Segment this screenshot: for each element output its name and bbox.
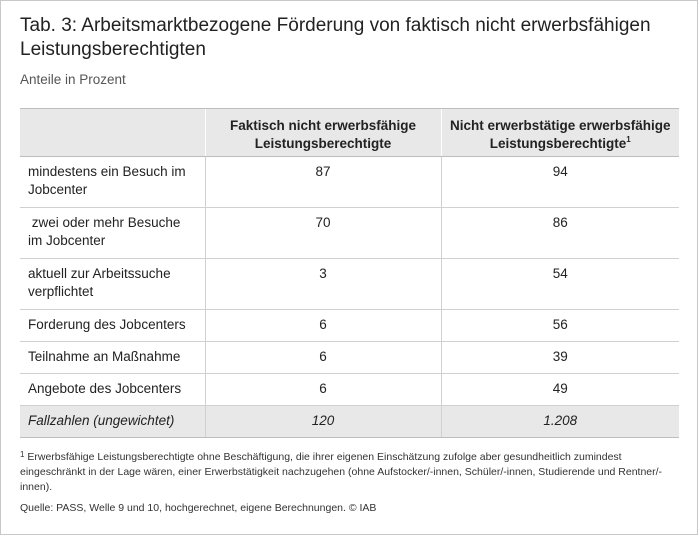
table-row: Angebote des Jobcenters 6 49 — [20, 373, 679, 406]
header-col-1: Faktisch nicht erwerbsfähige Leistungsbe… — [204, 108, 441, 157]
header-col-2-label: Nicht erwerbstätige erwerbsfähige Leistu… — [449, 118, 671, 151]
table-subtitle: Anteile in Prozent — [20, 72, 126, 87]
row-value-col-2: 54 — [440, 258, 679, 310]
table-title: Tab. 3: Arbeitsmarktbezogene Förderung v… — [20, 15, 651, 60]
total-label: Fallzahlen (ungewichtet) — [20, 405, 205, 438]
footnote-text: Erwerbsfähige Leistungsberechtigte ohne … — [20, 451, 663, 493]
row-label: zwei oder mehr Besuche im Jobcenter — [20, 207, 205, 259]
row-label: mindestens ein Besuch im Jobcenter — [20, 156, 205, 208]
table-row: Forderung des Jobcenters 6 56 — [20, 309, 679, 342]
row-label: Teilnahme an Maßnahme — [20, 341, 205, 374]
header-stub — [20, 108, 205, 157]
row-label: aktuell zur Arbeitssuche verpflichtet — [20, 258, 205, 310]
row-value-col-1: 6 — [204, 341, 441, 374]
total-row: Fallzahlen (ungewichtet) 120 1.208 — [20, 405, 679, 438]
source-line: Quelle: PASS, Welle 9 und 10, hochgerech… — [20, 502, 377, 514]
row-value-col-1: 70 — [204, 207, 441, 259]
footnote-marker: 1 — [626, 135, 631, 144]
row-value-col-2: 94 — [440, 156, 679, 208]
footnote: 1 Erwerbsfähige Leistungsberechtigte ohn… — [20, 450, 680, 495]
row-value-col-1: 6 — [204, 373, 441, 406]
row-value-col-2: 49 — [440, 373, 679, 406]
row-value-col-2: 56 — [440, 309, 679, 342]
header-col-2: Nicht erwerbstätige erwerbsfähige Leistu… — [440, 108, 679, 157]
table-row: Teilnahme an Maßnahme 6 39 — [20, 341, 679, 374]
header-row: Faktisch nicht erwerbsfähige Leistungsbe… — [20, 108, 679, 157]
row-label: Forderung des Jobcenters — [20, 309, 205, 342]
row-value-col-1: 3 — [204, 258, 441, 310]
row-value-col-2: 86 — [440, 207, 679, 259]
table-row: zwei oder mehr Besuche im Jobcenter 70 8… — [20, 207, 679, 259]
data-table: Faktisch nicht erwerbsfähige Leistungsbe… — [20, 108, 679, 438]
row-value-col-1: 87 — [204, 156, 441, 208]
total-value-col-1: 120 — [204, 405, 441, 438]
row-label: Angebote des Jobcenters — [20, 373, 205, 406]
footnote-mark: 1 — [20, 450, 25, 459]
row-value-col-2: 39 — [440, 341, 679, 374]
total-value-col-2: 1.208 — [440, 405, 679, 438]
header-col-1-label: Faktisch nicht erwerbsfähige Leistungsbe… — [229, 118, 417, 151]
table-row: aktuell zur Arbeitssuche verpflichtet 3 … — [20, 258, 679, 310]
row-value-col-1: 6 — [204, 309, 441, 342]
table-row: mindestens ein Besuch im Jobcenter 87 94 — [20, 156, 679, 208]
